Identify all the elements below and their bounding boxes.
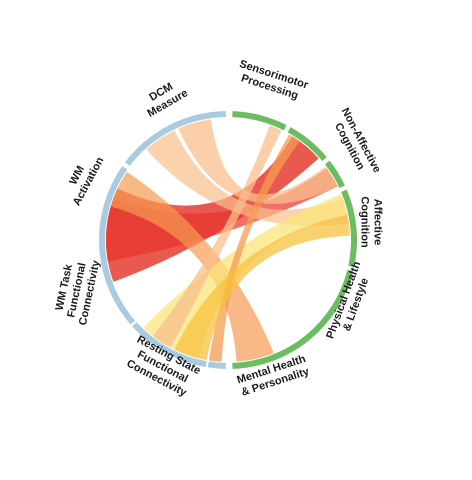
ribbon-rsfc-to-nonaff (208, 134, 300, 362)
arc-sensori (232, 111, 287, 131)
ribbon-rsfc-to-physical (174, 214, 350, 361)
arc-dcm (124, 111, 226, 166)
ribbon-dcm-to-affective (178, 119, 338, 204)
ribbon-wm_act-to-mental (110, 171, 274, 362)
ribbon-rsfc-to-sensori (152, 125, 282, 348)
ribbon-wm_act-to-affective (105, 168, 338, 262)
label-wm_fc: WM TaskFunctionalConnectivity (52, 253, 103, 326)
label-sensori: SensorimotorProcessing (234, 58, 310, 104)
label-dcm: DCMMeasure (139, 76, 190, 120)
arcs-layer (99, 111, 357, 369)
ribbons-layer (105, 119, 350, 362)
arc-wm_fc (132, 322, 207, 368)
arc-nonaff (287, 127, 327, 161)
label-physical: Physical Health& Lifestyle (324, 260, 375, 345)
arc-rsfc (207, 361, 226, 369)
arc-wm_act (99, 166, 136, 325)
label-affective: AffectiveCognition (359, 196, 384, 248)
arc-physical (341, 189, 357, 267)
arc-mental (232, 269, 354, 369)
arc-affective (324, 160, 345, 189)
label-wm_act: WMActivation (59, 149, 106, 208)
